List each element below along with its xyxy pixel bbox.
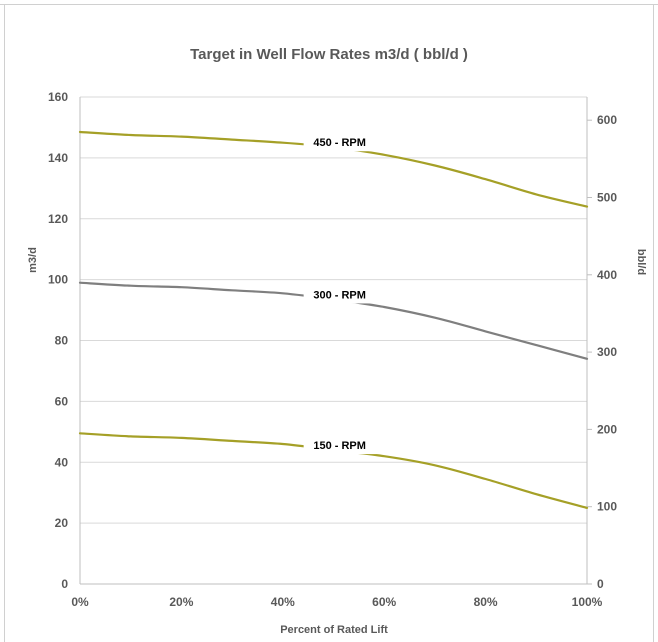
- y-tick-label: 60: [55, 394, 69, 408]
- series-label-background: [303, 133, 384, 152]
- x-tick-label: 100%: [572, 595, 603, 609]
- y2-tick-label: 100: [597, 500, 617, 514]
- y2-tick-label: 500: [597, 190, 617, 204]
- x-tick-label: 80%: [474, 595, 498, 609]
- x-tick-label: 40%: [271, 595, 295, 609]
- gridlines: [80, 96, 587, 524]
- chart-title: Target in Well Flow Rates m3/d ( bbl/d ): [190, 46, 468, 63]
- frame-top-border: [0, 4, 658, 5]
- y2-tick-label: 0: [597, 577, 604, 591]
- axes: [79, 97, 592, 585]
- y2-axis-title: bbl/d: [635, 249, 647, 275]
- y2-tick-label: 200: [597, 422, 617, 436]
- series-labels: 450 - RPM 300 - RPM 150 - RPM: [303, 133, 384, 455]
- y-tick-label: 140: [48, 151, 68, 165]
- y2-tick-label: 400: [597, 268, 617, 282]
- y-axis-title: m3/d: [27, 247, 39, 273]
- y-tick-label: 40: [55, 455, 69, 469]
- y-tick-label: 80: [55, 334, 69, 348]
- y-tick-label: 120: [48, 212, 68, 226]
- series-label-background: [303, 285, 384, 304]
- x-tick-label: 60%: [372, 595, 396, 609]
- series-label: 300 - RPM: [313, 289, 366, 301]
- frame-right-border: [653, 4, 654, 642]
- series-label: 450 - RPM: [313, 137, 366, 149]
- x-tick-label: 20%: [169, 595, 193, 609]
- series-label: 150 - RPM: [313, 440, 366, 452]
- y-tick-label: 160: [48, 90, 68, 104]
- y-tick-label: 0: [61, 577, 68, 591]
- tick-labels: 0 20 40 60 80 100 120 140 160 0 100 200 300 400 500 600…: [48, 90, 617, 609]
- frame-left-border: [4, 4, 5, 642]
- x-tick-label: 0%: [71, 595, 89, 609]
- y2-tick-label: 300: [597, 345, 617, 359]
- series-label-background: [303, 436, 384, 455]
- y-tick-label: 20: [55, 516, 69, 530]
- x-axis-title: Percent of Rated Lift: [280, 624, 388, 636]
- y-tick-label: 100: [48, 273, 68, 287]
- y2-tick-label: 600: [597, 113, 617, 127]
